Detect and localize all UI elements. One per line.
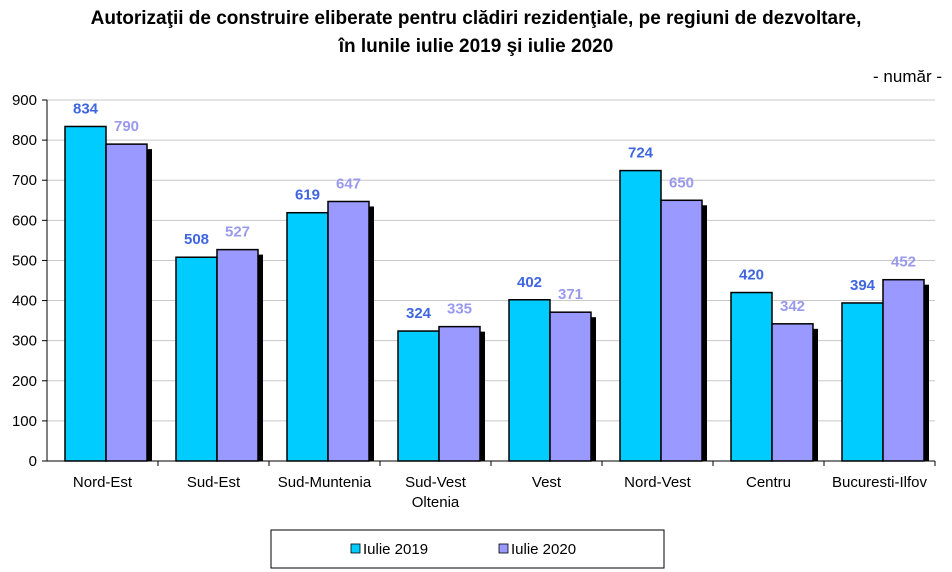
legend-label-2019: Iulie 2019 bbox=[363, 541, 428, 558]
x-category-label: Centru bbox=[746, 474, 791, 491]
data-label: 342 bbox=[780, 298, 805, 315]
chart-title-line-1: Autorizaţii de construire eliberate pent… bbox=[91, 8, 862, 29]
bar-iulie-2020 bbox=[660, 199, 703, 462]
x-category-label: Nord-Est bbox=[73, 474, 133, 491]
x-category-label: Oltenia bbox=[412, 494, 460, 511]
data-label: 420 bbox=[739, 267, 764, 284]
chart-title-line-2: în lunile iulie 2019 şi iulie 2020 bbox=[338, 36, 614, 57]
y-tick-label: 300 bbox=[12, 333, 37, 350]
x-category-label: Sud-Vest bbox=[405, 474, 467, 491]
bar-iulie-2020 bbox=[438, 325, 481, 462]
data-label: 324 bbox=[406, 305, 432, 322]
y-tick-label: 700 bbox=[12, 172, 37, 189]
data-label: 724 bbox=[628, 145, 654, 162]
data-label: 650 bbox=[669, 174, 694, 191]
bar-iulie-2019 bbox=[841, 302, 884, 462]
bar-iulie-2020 bbox=[549, 311, 592, 462]
x-category-label: Bucuresti-Ilfov bbox=[832, 474, 928, 491]
data-label: 394 bbox=[850, 277, 876, 294]
x-category-label: Sud-Muntenia bbox=[278, 474, 372, 491]
y-tick-label: 200 bbox=[12, 373, 37, 390]
unit-label: - număr - bbox=[873, 67, 942, 86]
data-label: 402 bbox=[517, 274, 542, 291]
bar-iulie-2019 bbox=[397, 330, 440, 462]
y-tick-label: 100 bbox=[12, 413, 37, 430]
bar-iulie-2019 bbox=[730, 291, 773, 462]
y-tick-label: 400 bbox=[12, 293, 37, 310]
x-category-label: Vest bbox=[532, 474, 562, 491]
data-label: 790 bbox=[114, 118, 139, 135]
legend: Iulie 2019 Iulie 2020 bbox=[270, 529, 665, 569]
legend-label-2020: Iulie 2020 bbox=[511, 541, 576, 558]
bar-iulie-2020 bbox=[771, 323, 814, 462]
data-label: 452 bbox=[891, 254, 916, 271]
y-tick-label: 600 bbox=[12, 212, 37, 229]
y-tick-label: 900 bbox=[12, 92, 37, 109]
data-label: 527 bbox=[225, 224, 250, 241]
y-tick-label: 800 bbox=[12, 132, 37, 149]
data-label: 619 bbox=[295, 187, 320, 204]
data-label: 508 bbox=[184, 231, 209, 248]
x-category-label: Nord-Vest bbox=[624, 474, 692, 491]
bar-iulie-2019 bbox=[175, 256, 218, 462]
legend-swatch-2019 bbox=[350, 543, 361, 554]
y-tick-label: 500 bbox=[12, 252, 37, 269]
data-label: 834 bbox=[73, 100, 99, 117]
bar-iulie-2019 bbox=[508, 299, 551, 462]
bar-iulie-2019 bbox=[64, 125, 107, 462]
data-label: 647 bbox=[336, 175, 361, 192]
bar-iulie-2020 bbox=[882, 278, 925, 462]
legend-swatch-2020 bbox=[498, 543, 509, 554]
bar-iulie-2019 bbox=[286, 211, 329, 462]
bar-iulie-2020 bbox=[105, 143, 148, 462]
x-category-label: Sud-Est bbox=[187, 474, 241, 491]
data-label: 335 bbox=[447, 301, 472, 318]
y-tick-label: 0 bbox=[29, 453, 37, 470]
data-label: 371 bbox=[558, 286, 583, 303]
bar-iulie-2019 bbox=[619, 169, 662, 462]
bar-iulie-2020 bbox=[327, 200, 370, 462]
bar-iulie-2020 bbox=[216, 248, 259, 462]
